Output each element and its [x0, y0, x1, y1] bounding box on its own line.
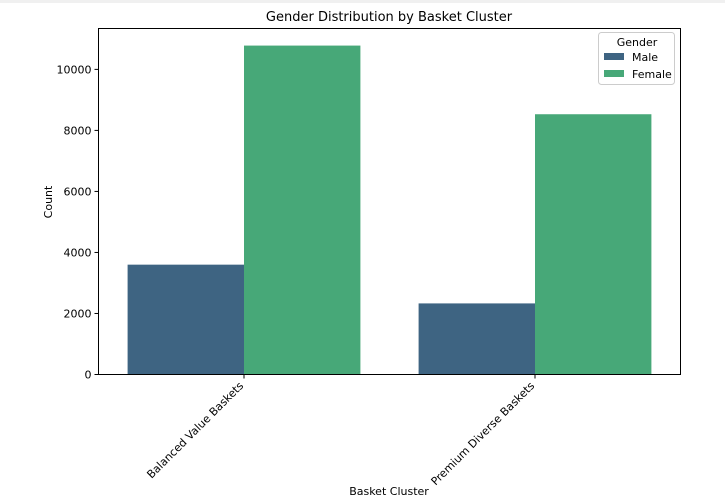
- y-tick-label: 10000: [57, 63, 92, 76]
- legend: Gender Male Female: [598, 32, 675, 85]
- bar-male-1: [418, 303, 535, 375]
- top-strip: [0, 0, 725, 3]
- bar-female-1: [535, 114, 652, 375]
- legend-title: Gender: [617, 36, 658, 49]
- y-tick-label: 0: [85, 369, 92, 382]
- legend-label-female: Female: [632, 68, 672, 81]
- y-tick-label: 6000: [64, 185, 92, 198]
- legend-swatch-female: [604, 70, 624, 77]
- legend-swatch-male: [604, 53, 624, 60]
- bar-male-0: [127, 264, 244, 375]
- y-axis: 0 2000 4000 6000 8000 10000: [57, 63, 99, 382]
- x-tick-label: Premium Diverse Baskets: [429, 379, 538, 488]
- x-axis: Balanced Value Baskets Premium Diverse Ba…: [144, 374, 538, 488]
- chart-title: Gender Distribution by Basket Cluster: [266, 10, 513, 25]
- x-tick-label: Balanced Value Baskets: [144, 379, 246, 481]
- y-axis-label: Count: [42, 185, 55, 218]
- y-tick-label: 2000: [64, 307, 92, 320]
- plot-frame: [98, 28, 681, 375]
- bar-female-0: [244, 45, 361, 375]
- bars-group: [127, 45, 652, 375]
- x-axis-label: Basket Cluster: [349, 485, 429, 498]
- y-tick-label: 4000: [64, 246, 92, 259]
- y-tick-label: 8000: [64, 124, 92, 137]
- legend-label-male: Male: [632, 51, 658, 64]
